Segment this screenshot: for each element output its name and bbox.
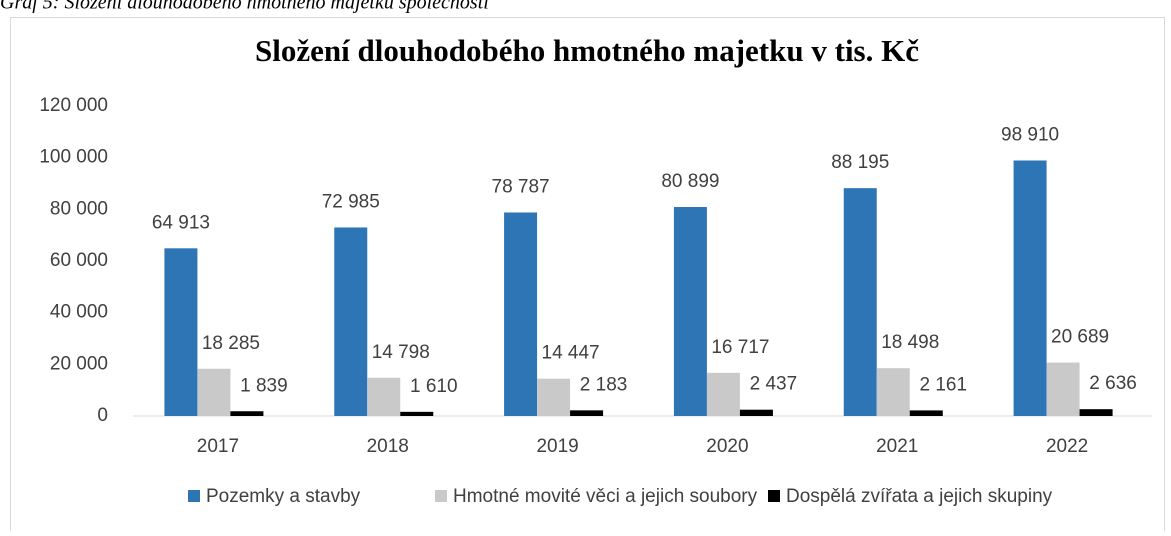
legend-swatch bbox=[768, 490, 780, 502]
bar bbox=[367, 377, 401, 416]
chart-frame bbox=[10, 17, 1165, 536]
data-label: 1 839 bbox=[240, 375, 288, 396]
y-tick-label: 60 000 bbox=[50, 250, 108, 271]
x-tick-label: 2017 bbox=[197, 436, 239, 457]
x-tick-label: 2022 bbox=[1046, 436, 1088, 457]
data-label: 18 498 bbox=[881, 332, 939, 353]
bar bbox=[504, 212, 538, 416]
data-label: 2 183 bbox=[580, 374, 628, 395]
x-tick-label: 2018 bbox=[367, 436, 409, 457]
data-label: 20 689 bbox=[1051, 327, 1109, 348]
bar bbox=[739, 409, 773, 416]
y-tick-label: 0 bbox=[97, 405, 108, 426]
data-label: 16 717 bbox=[711, 337, 769, 358]
legend-swatch bbox=[435, 490, 447, 502]
y-tick-label: 20 000 bbox=[50, 353, 108, 374]
chart-title: Složení dlouhodobého hmotného majetku v … bbox=[255, 33, 919, 68]
y-tick-label: 120 000 bbox=[39, 95, 108, 116]
data-label: 18 285 bbox=[202, 333, 260, 354]
bar bbox=[1079, 409, 1113, 416]
bar bbox=[570, 410, 604, 416]
bar bbox=[197, 368, 231, 416]
bar bbox=[909, 410, 943, 416]
bar bbox=[843, 188, 877, 416]
data-label: 14 447 bbox=[542, 343, 600, 364]
bar bbox=[1013, 160, 1047, 416]
bar bbox=[706, 372, 740, 416]
data-label: 14 798 bbox=[372, 342, 430, 363]
legend-swatch bbox=[188, 490, 200, 502]
caption: Graf 5: Složení dlouhodobého hmotného ma… bbox=[0, 0, 489, 14]
x-tick-label: 2019 bbox=[536, 436, 578, 457]
bar bbox=[230, 411, 264, 416]
data-label: 80 899 bbox=[661, 171, 719, 192]
data-label: 2 437 bbox=[750, 374, 798, 395]
data-label: 2 161 bbox=[919, 374, 967, 395]
x-tick-label: 2020 bbox=[706, 436, 748, 457]
data-label: 98 910 bbox=[1001, 124, 1059, 145]
bar bbox=[400, 411, 434, 416]
bar bbox=[537, 378, 571, 416]
data-label: 1 610 bbox=[410, 376, 458, 397]
x-tick-label: 2021 bbox=[876, 436, 918, 457]
data-label: 2 636 bbox=[1089, 373, 1137, 394]
data-label: 64 913 bbox=[152, 212, 210, 233]
y-tick-label: 40 000 bbox=[50, 302, 108, 323]
data-label: 72 985 bbox=[322, 191, 380, 212]
legend-label: Pozemky a stavby bbox=[206, 486, 361, 507]
bar bbox=[673, 207, 707, 416]
bar bbox=[1046, 362, 1080, 416]
y-tick-label: 80 000 bbox=[50, 198, 108, 219]
bar bbox=[876, 368, 910, 416]
data-label: 88 195 bbox=[831, 152, 889, 173]
data-label: 78 787 bbox=[492, 176, 550, 197]
legend-label: Hmotné movité věci a jejich soubory bbox=[453, 486, 758, 507]
legend-label: Dospělá zvířata a jejich skupiny bbox=[786, 486, 1053, 507]
bar bbox=[164, 248, 198, 416]
bar bbox=[334, 227, 368, 416]
y-tick-label: 100 000 bbox=[39, 147, 108, 168]
